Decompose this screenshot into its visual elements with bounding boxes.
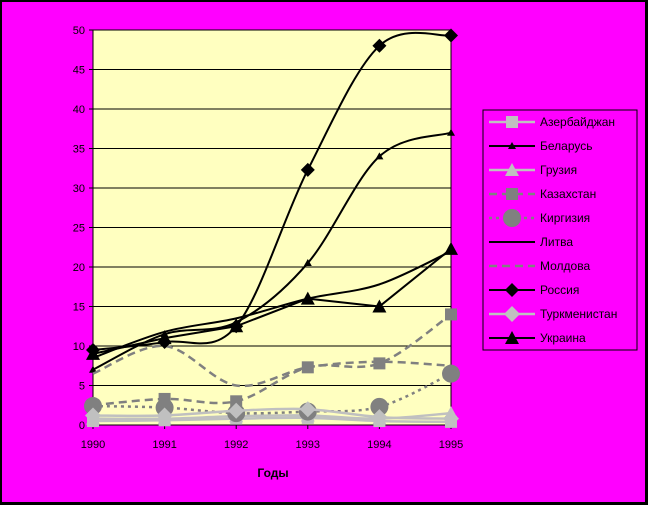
legend-label: Казахстан — [540, 187, 596, 201]
legend-label: Туркменистан — [540, 307, 617, 321]
series-0-line — [92, 416, 452, 424]
series-8-point — [156, 407, 173, 424]
y-tick-label: 25 — [73, 223, 85, 235]
series-9-line — [92, 248, 452, 355]
x-tick-label: 1994 — [367, 439, 391, 451]
series-1-point — [303, 259, 312, 267]
series-8-point — [299, 401, 316, 418]
legend-label: Беларусь — [540, 139, 592, 153]
series-8-point — [443, 410, 459, 427]
y-tick-label: 10 — [73, 341, 85, 353]
series-9-point — [86, 346, 100, 360]
series-1-point — [447, 128, 455, 136]
legend-swatch-marker — [504, 306, 520, 322]
legend-label: Грузия — [540, 163, 577, 177]
legend-swatch-marker — [505, 331, 519, 344]
y-tick-label: 20 — [73, 262, 85, 274]
legend-swatch-marker — [506, 188, 518, 200]
legend-label: Киргизия — [540, 211, 590, 225]
series-9-point — [300, 291, 315, 305]
legend-label: Молдова — [540, 259, 590, 273]
y-tick-label: 35 — [73, 144, 85, 156]
series-9-point — [372, 299, 387, 313]
series-4-point — [370, 397, 389, 416]
x-tick-label: 1991 — [152, 439, 176, 451]
series-7-point — [372, 38, 387, 53]
series-4-point — [442, 364, 460, 383]
series-8-point — [228, 402, 245, 419]
x-tick-label: 1995 — [439, 439, 463, 451]
series-1-point — [89, 365, 97, 373]
legend-label: Литва — [540, 235, 573, 249]
legend-swatch-marker — [506, 116, 518, 128]
y-tick-label: 40 — [73, 104, 85, 116]
legend-swatch-marker — [505, 163, 519, 176]
legend-label: Азербайджан — [540, 115, 615, 129]
legend-swatch-marker — [503, 209, 521, 227]
y-tick-label: 50 — [73, 25, 85, 37]
series-1-point — [375, 152, 384, 160]
series-9-point — [229, 319, 244, 333]
x-tick-label: 1990 — [81, 439, 105, 451]
series-6-line — [92, 344, 452, 388]
legend-label: Россия — [540, 283, 579, 297]
y-tick-label: 45 — [73, 65, 85, 77]
series-9-point — [157, 331, 172, 345]
y-tick-label: 15 — [73, 302, 85, 314]
series-7-point — [300, 162, 315, 177]
series-5-line — [92, 250, 452, 359]
y-tick-label: 5 — [79, 381, 85, 393]
legend-label: Украина — [540, 331, 586, 345]
y-tick-label: 0 — [79, 420, 85, 432]
series-3-point — [373, 357, 386, 370]
x-tick-label: 1992 — [224, 439, 248, 451]
series-9-point — [444, 241, 458, 255]
series-3-point — [445, 308, 457, 321]
y-tick-label: 30 — [73, 183, 85, 195]
series-8-point — [371, 409, 388, 426]
x-axis-title: Годы — [257, 466, 288, 480]
legend-swatch-marker — [505, 283, 519, 297]
series-3-point — [230, 395, 243, 408]
legend-swatch-marker — [508, 142, 516, 149]
series-4-point — [84, 397, 102, 416]
x-tick-label: 1993 — [296, 439, 320, 451]
series-8-point — [85, 407, 101, 424]
